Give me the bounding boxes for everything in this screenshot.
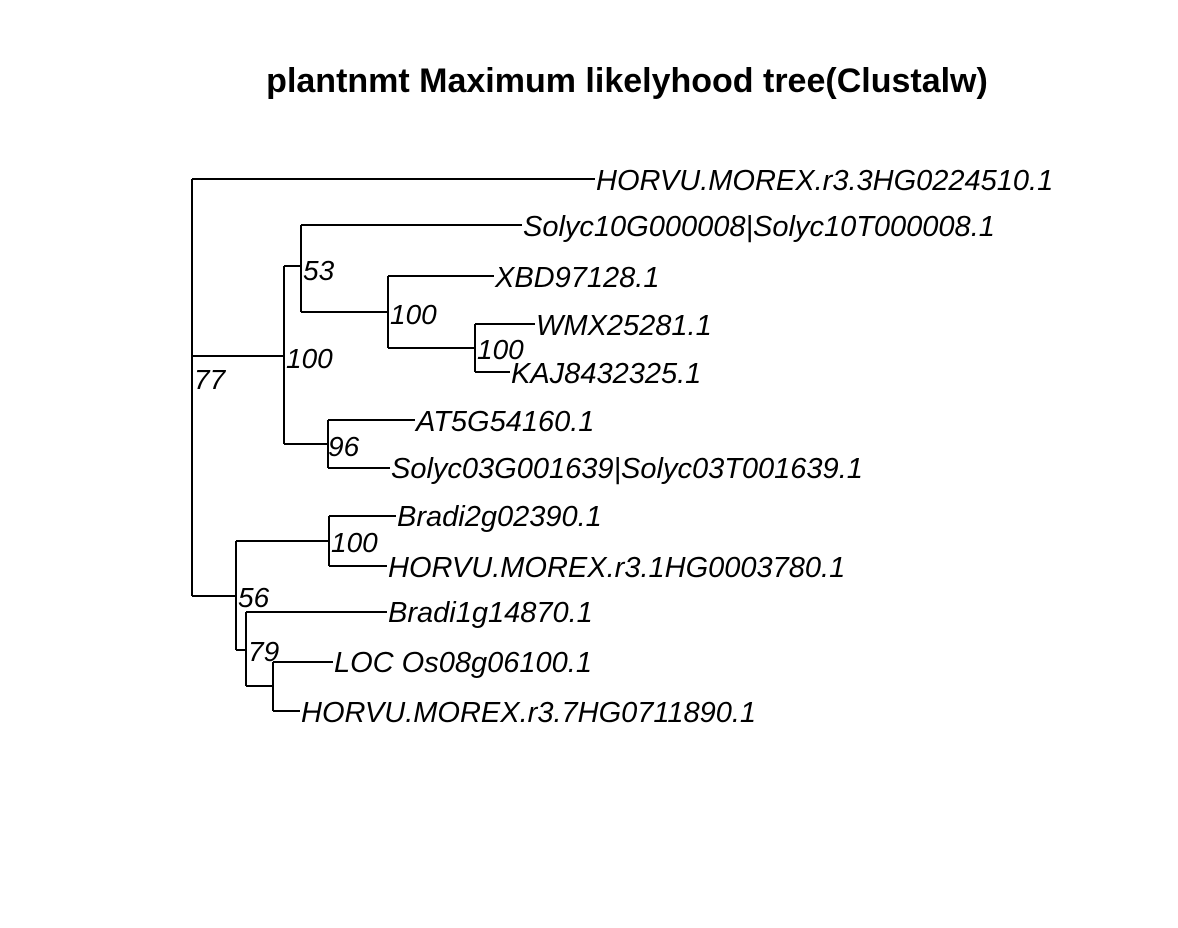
tree-branches: [191, 178, 595, 712]
support-value: 79: [248, 636, 279, 667]
support-value: 56: [238, 582, 270, 613]
support-value: 100: [286, 343, 333, 374]
support-value: 53: [303, 255, 335, 286]
support-value: 77: [194, 364, 227, 395]
tip-label: XBD97128.1: [494, 262, 659, 294]
support-value: 96: [328, 431, 360, 462]
tip-label: AT5G54160.1: [414, 406, 594, 438]
tip-label: HORVU.MOREX.r3.7HG0711890.1: [301, 697, 756, 729]
tree-title: plantnmt Maximum likelyhood tree(Clustal…: [266, 62, 988, 100]
tip-label: HORVU.MOREX.r3.1HG0003780.1: [388, 552, 845, 584]
support-value: 100: [390, 299, 437, 330]
tip-label: Solyc03G001639|Solyc03T001639.1: [391, 453, 863, 485]
tip-labels: HORVU.MOREX.r3.3HG0224510.1 Solyc10G0000…: [301, 165, 1053, 729]
tip-label: KAJ8432325.1: [511, 358, 701, 390]
tip-label: Bradi2g02390.1: [397, 501, 602, 533]
tip-label: LOC Os08g06100.1: [334, 647, 592, 679]
tip-label: Bradi1g14870.1: [388, 597, 593, 629]
tip-label: HORVU.MOREX.r3.3HG0224510.1: [596, 165, 1053, 197]
tip-label: Solyc10G000008|Solyc10T000008.1: [523, 211, 995, 243]
support-values: 77 100 53 100 100 96 56 100 79: [194, 255, 524, 667]
support-value: 100: [477, 334, 524, 365]
tip-label: WMX25281.1: [536, 310, 712, 342]
support-value: 100: [331, 527, 378, 558]
